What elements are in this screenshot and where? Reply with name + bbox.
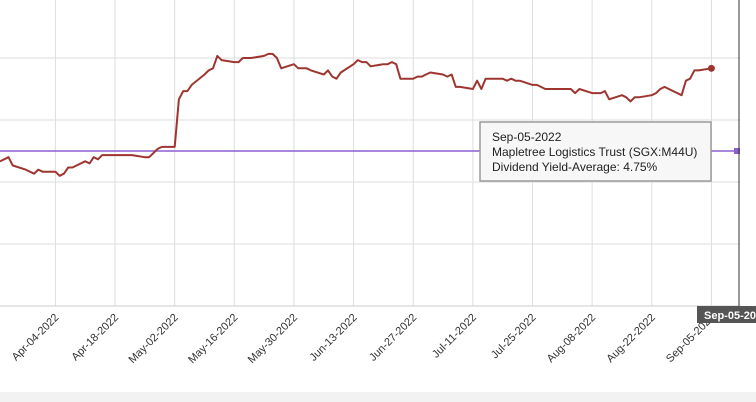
tooltip-box (479, 121, 712, 182)
x-tick-label: Jul-11-2022 (430, 312, 479, 361)
x-tick-label: Jun-13-2022 (308, 312, 360, 364)
tooltip: Sep-05-2022 Mapletree Logistics Trust (S… (479, 121, 712, 182)
tooltip-date: Sep-05-2022 (492, 130, 562, 144)
x-tick-label: Aug-08-2022 (545, 312, 598, 365)
cursor-date-label: Sep-05-20 (697, 306, 756, 323)
x-tick-label: Apr-18-2022 (69, 312, 121, 364)
tooltip-metric: Dividend Yield-Average: 4.75% (492, 160, 658, 174)
x-tick-label: May-30-2022 (246, 312, 300, 366)
x-axis: Apr-04-2022 Apr-18-2022 May-02-2022 May-16-… (10, 312, 718, 366)
main-last-point (707, 64, 715, 72)
cursor-label-box (697, 306, 756, 323)
x-tick-label: Jul-25-2022 (489, 312, 539, 362)
footer-band (0, 392, 756, 402)
x-tick-label: Apr-04-2022 (10, 312, 62, 364)
main-series (0, 52, 715, 177)
main-line (0, 52, 712, 177)
cursor-label-text: Sep-05-20 (704, 310, 756, 322)
tooltip-company: Mapletree Logistics Trust (SGX:M44U) (492, 145, 697, 159)
x-tick-label: Aug-22-2022 (604, 312, 657, 365)
x-tick-label: May-16-2022 (186, 312, 240, 366)
x-tick-label: Jun-27-2022 (367, 312, 419, 364)
average-marker (734, 148, 740, 154)
x-tick-label: May-02-2022 (126, 312, 180, 366)
